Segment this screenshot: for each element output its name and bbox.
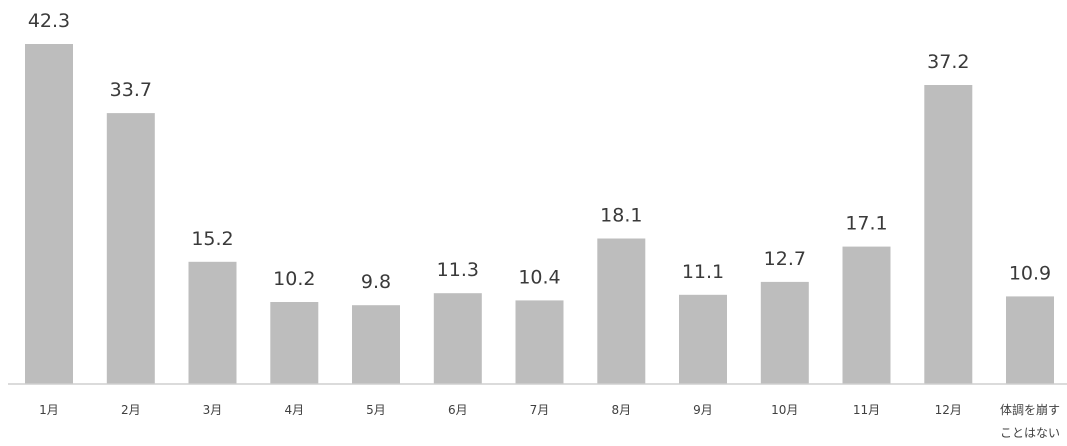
data-label: 10.2: [273, 268, 315, 290]
bar: [188, 261, 237, 384]
x-tick-label: 2月: [121, 403, 141, 417]
x-tick-label-line: 体調を崩す: [1000, 403, 1060, 417]
data-label: 9.8: [361, 271, 391, 293]
x-tick-label: 12月: [935, 403, 962, 417]
data-label: 33.7: [110, 79, 152, 101]
x-tick-label-line: 10月: [771, 403, 798, 417]
bar: [270, 302, 319, 384]
x-tick-label-line: 8月: [611, 403, 631, 417]
data-label: 15.2: [191, 228, 233, 250]
category-labels-group: 1月 2月 3月 4月 5月 6月 7月 8月 9月 10月 11月 12月 体調を崩すことはない: [39, 403, 1060, 440]
x-tick-label-line: 2月: [121, 403, 141, 417]
bar: [679, 294, 727, 384]
bar: [924, 85, 973, 384]
data-label: 11.3: [437, 259, 479, 281]
x-tick-label: 7月: [530, 403, 550, 417]
x-tick-label: 6月: [448, 403, 468, 417]
bar: [597, 238, 646, 384]
data-label: 18.1: [600, 205, 642, 227]
data-label: 37.2: [927, 51, 969, 73]
x-tick-label-line: 6月: [448, 403, 468, 417]
bars-group: [25, 44, 1054, 384]
x-tick-label-line: 9月: [693, 403, 713, 417]
x-tick-label-line: 4月: [284, 403, 304, 417]
data-label: 12.7: [764, 248, 806, 270]
x-tick-label: 1月: [39, 403, 59, 417]
bar: [106, 113, 155, 384]
x-tick-label: 5月: [366, 403, 386, 417]
x-tick-label-line: 5月: [366, 403, 386, 417]
data-label: 11.1: [682, 261, 724, 283]
bar: [842, 246, 891, 384]
x-tick-label-line: 11月: [853, 403, 880, 417]
bar: [433, 293, 482, 384]
data-label: 42.3: [28, 10, 70, 32]
x-tick-label: 10月: [771, 403, 798, 417]
x-tick-label-line: 12月: [935, 403, 962, 417]
x-tick-label: 体調を崩すことはない: [1000, 403, 1060, 440]
bar: [515, 300, 564, 384]
data-label: 17.1: [845, 213, 887, 235]
x-tick-label-line: 7月: [530, 403, 550, 417]
bar: [25, 44, 73, 384]
bar: [1006, 296, 1054, 384]
x-tick-label: 11月: [853, 403, 880, 417]
bar: [352, 305, 400, 384]
value-labels-group: 42.3 33.7 15.2 10.2 9.8 11.3 10.4 18.1 11.1 12.7 1…: [28, 10, 1051, 293]
x-tick-label-line: ことはない: [1000, 426, 1060, 440]
data-label: 10.9: [1009, 262, 1051, 284]
x-tick-label: 3月: [203, 403, 223, 417]
x-tick-label-line: 1月: [39, 403, 59, 417]
x-tick-label: 8月: [611, 403, 631, 417]
bar: [760, 281, 809, 384]
data-label: 10.4: [518, 266, 560, 288]
x-tick-label-line: 3月: [203, 403, 223, 417]
x-tick-label: 4月: [284, 403, 304, 417]
x-tick-label: 9月: [693, 403, 713, 417]
